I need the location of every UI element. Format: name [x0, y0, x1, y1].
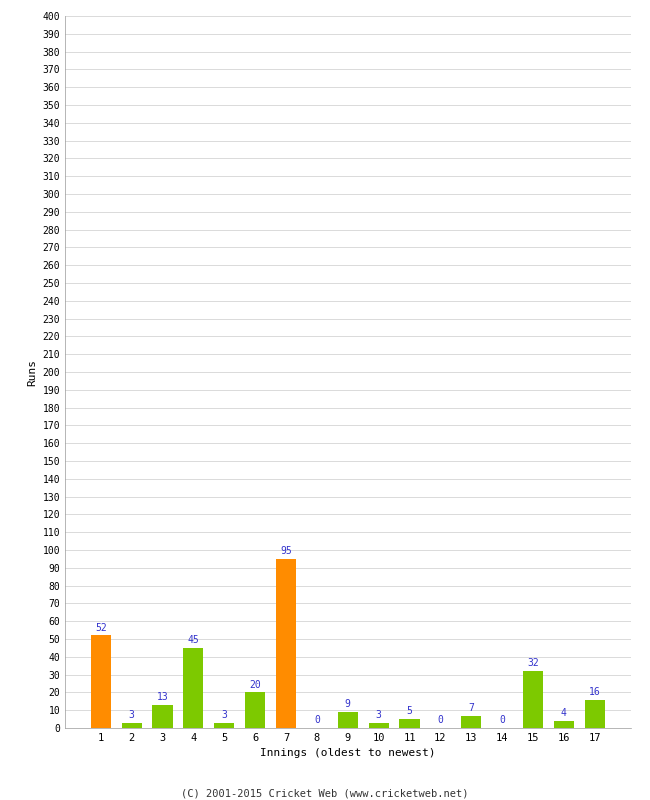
Text: 7: 7	[468, 703, 474, 713]
Text: 3: 3	[376, 710, 382, 720]
Text: 0: 0	[314, 715, 320, 726]
Text: 95: 95	[280, 546, 292, 556]
Bar	[91, 635, 111, 728]
Text: 0: 0	[437, 715, 443, 726]
Bar	[585, 699, 604, 728]
Text: 13: 13	[157, 692, 168, 702]
Y-axis label: Runs: Runs	[27, 358, 37, 386]
Bar	[214, 722, 234, 728]
Bar	[523, 671, 543, 728]
Text: 32: 32	[527, 658, 539, 668]
Bar	[338, 712, 358, 728]
X-axis label: Innings (oldest to newest): Innings (oldest to newest)	[260, 749, 436, 758]
Text: 5: 5	[406, 706, 413, 717]
Bar	[183, 648, 203, 728]
Text: (C) 2001-2015 Cricket Web (www.cricketweb.net): (C) 2001-2015 Cricket Web (www.cricketwe…	[181, 788, 469, 798]
Bar	[554, 721, 574, 728]
Text: 16: 16	[589, 687, 601, 697]
Text: 4: 4	[561, 708, 567, 718]
Text: 52: 52	[95, 622, 107, 633]
Text: 45: 45	[187, 635, 200, 646]
Bar	[122, 722, 142, 728]
Text: 3: 3	[129, 710, 135, 720]
Text: 0: 0	[499, 715, 505, 726]
Text: 9: 9	[344, 699, 351, 710]
Text: 20: 20	[249, 680, 261, 690]
Bar	[276, 559, 296, 728]
Bar	[400, 719, 419, 728]
Bar	[369, 722, 389, 728]
Bar	[245, 693, 265, 728]
Bar	[462, 715, 481, 728]
Bar	[153, 705, 172, 728]
Text: 3: 3	[221, 710, 228, 720]
